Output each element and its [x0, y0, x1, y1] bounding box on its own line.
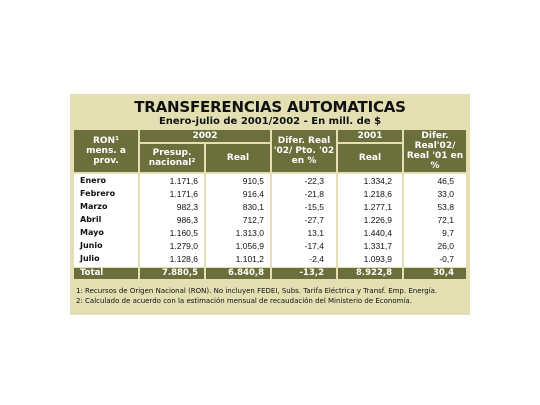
row-difer-2: 72,1 [437, 215, 454, 225]
total-real-2002: 6.840,8 [206, 268, 270, 279]
row-real-2001: 1.218,6 [363, 189, 392, 199]
header-real-2001-label: Real [358, 153, 382, 163]
col-body-real-2002 [206, 174, 270, 267]
table-title: TRANSFERENCIAS AUTOMATICAS [134, 98, 406, 116]
row-difer-2: -0,7 [439, 254, 454, 264]
total-cell-ron: Total [74, 268, 138, 279]
col-body-ron [74, 174, 138, 267]
header-real-2001: Real [338, 144, 402, 172]
row-presup: 1.171,6 [169, 189, 198, 199]
total-difer-1: -13,2 [272, 268, 336, 279]
footnote-2: 2: Calculado de acuerdo con la estimació… [76, 297, 412, 305]
row-month: Mayo [80, 228, 104, 237]
row-month: Enero [80, 176, 107, 185]
row-difer-2: 33,0 [437, 189, 454, 199]
total-real-2001: 8.922,8 [338, 268, 402, 279]
header-real-2002: Real [206, 144, 270, 172]
header-presup-label: Presup. nacional² [148, 148, 196, 168]
row-difer-1: -2,4 [309, 254, 324, 264]
total-difer-2: 30,4 [404, 268, 466, 279]
row-real-2001: 1.334,2 [363, 176, 392, 186]
row-difer-1: -17,4 [304, 241, 324, 251]
row-difer-2: 9,7 [442, 228, 454, 238]
total-label: Total [80, 268, 104, 278]
col-body-difer-1 [272, 174, 336, 267]
total-presup: 7.880,5 [140, 268, 204, 279]
header-difer-2: Difer. Real'02/ Real '01 en % [404, 130, 466, 172]
row-real-2002: 712,7 [242, 215, 264, 225]
col-body-presup [140, 174, 204, 267]
row-real-2001: 1.440,4 [363, 228, 392, 238]
row-real-2002: 1.101,2 [235, 254, 264, 264]
row-difer-2: 53,8 [437, 202, 454, 212]
row-presup: 1.160,5 [169, 228, 198, 238]
header-2002: 2002 [140, 130, 270, 142]
row-presup: 1.171,6 [169, 176, 198, 186]
header-ron: RON¹ mens. a prov. [74, 130, 138, 172]
row-month: Abril [80, 215, 102, 224]
row-presup: 982,3 [176, 202, 198, 212]
col-body-difer-2 [404, 174, 466, 267]
row-real-2001: 1.093,9 [363, 254, 392, 264]
row-real-2002: 830,1 [242, 202, 264, 212]
row-difer-2: 26,0 [437, 241, 454, 251]
row-real-2001: 1.331,7 [363, 241, 392, 251]
row-real-2002: 1.313,0 [235, 228, 264, 238]
row-month: Marzo [80, 202, 108, 211]
row-difer-1: -15,5 [304, 202, 324, 212]
table-subtitle: Enero-julio de 2001/2002 - En mill. de $ [158, 116, 382, 127]
table-panel: TRANSFERENCIAS AUTOMATICAS Enero-julio d… [70, 94, 470, 315]
row-difer-1: -22,3 [304, 176, 324, 186]
row-difer-1: 13,1 [307, 228, 324, 238]
row-month: Julio [80, 254, 100, 263]
col-body-real-2001 [338, 174, 402, 267]
row-real-2002: 910,5 [242, 176, 264, 186]
row-presup: 1.128,6 [169, 254, 198, 264]
row-real-2002: 916,4 [242, 189, 264, 199]
header-difer-2-label: Difer. Real'02/ Real '01 en % [406, 131, 464, 171]
row-presup: 1.279,0 [169, 241, 198, 251]
row-difer-1: -21,8 [304, 189, 324, 199]
header-presup: Presup. nacional² [140, 144, 204, 172]
header-2001: 2001 [338, 130, 402, 142]
row-month: Febrero [80, 189, 116, 198]
row-difer-1: -27,7 [304, 215, 324, 225]
header-difer-1: Difer. Real '02/ Pto. '02 en % [272, 130, 336, 172]
header-real-2002-label: Real [226, 153, 250, 163]
row-real-2001: 1.277,1 [363, 202, 392, 212]
header-ron-label: RON¹ mens. a prov. [86, 136, 126, 166]
row-presup: 986,3 [176, 215, 198, 225]
header-2002-label: 2002 [192, 131, 218, 141]
footnote-1: 1: Recursos de Origen Nacional (RON). No… [76, 287, 438, 295]
row-real-2001: 1.226,9 [363, 215, 392, 225]
row-real-2002: 1.056,9 [235, 241, 264, 251]
row-difer-2: 46,5 [437, 176, 454, 186]
row-month: Junio [80, 241, 103, 250]
header-difer-1-label: Difer. Real '02/ Pto. '02 en % [273, 136, 335, 166]
header-2001-label: 2001 [357, 131, 383, 141]
